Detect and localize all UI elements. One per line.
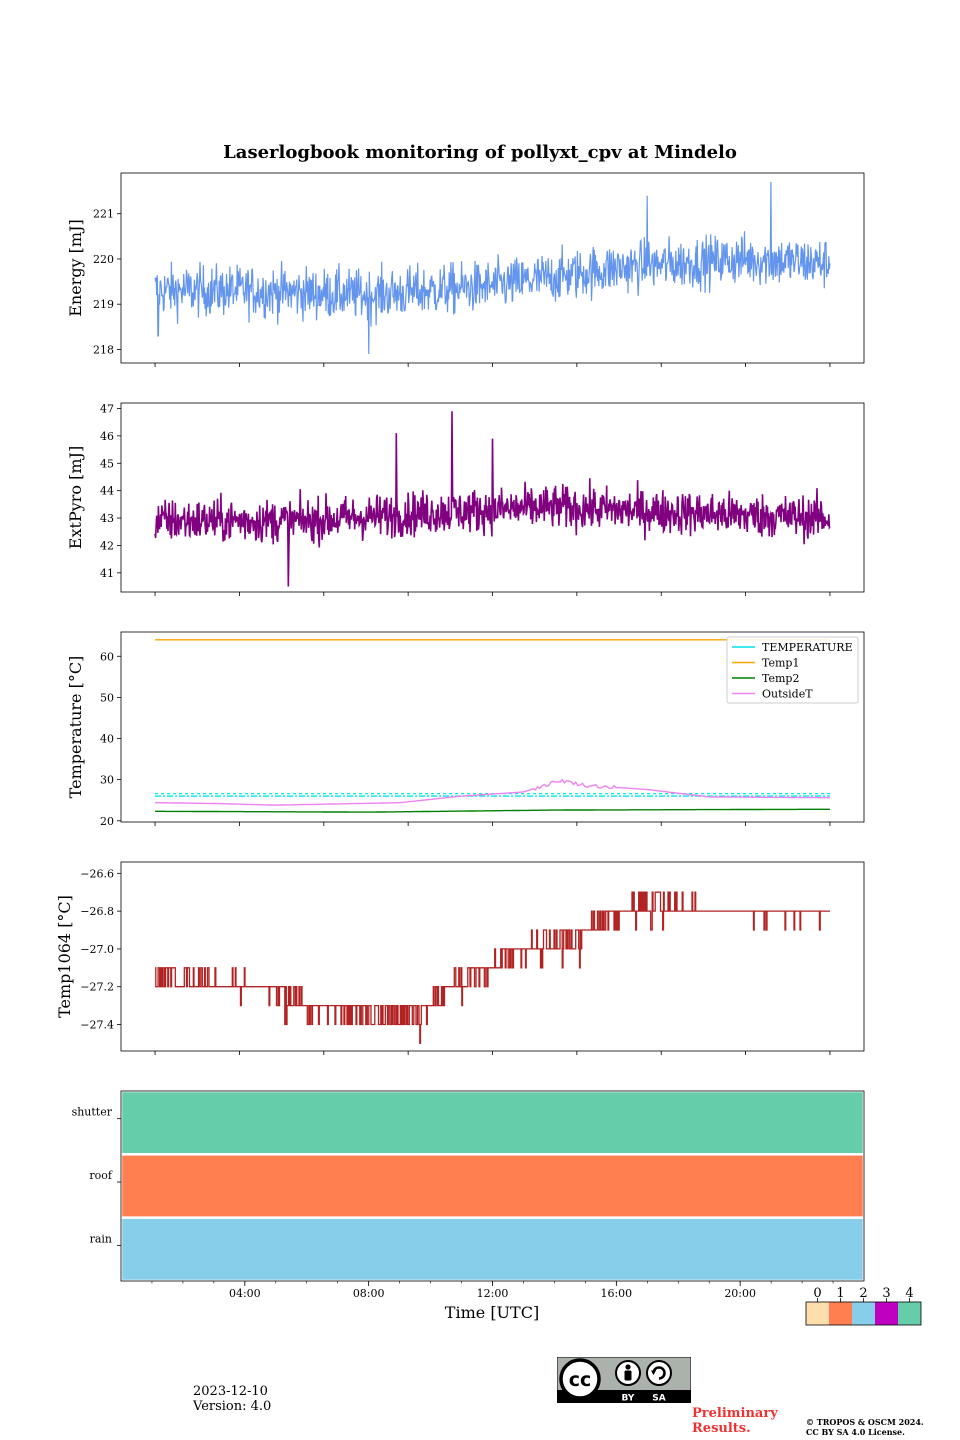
series-line-outsidet [155, 778, 830, 806]
colorbar-frame [805, 1301, 922, 1326]
legend-label-temperature: TEMPERATURE [762, 641, 853, 654]
panel-frame-3 [120, 861, 865, 1052]
y-tick-label-1: 43 [100, 512, 114, 525]
y-tick-label-3: −27.0 [80, 943, 114, 956]
y-tick-label-1: 41 [100, 567, 114, 580]
status-row-label-roof: roof [89, 1169, 113, 1182]
y-axis-label-1: ExtPyro [mJ] [66, 446, 85, 549]
x-tick-label: 12:00 [477, 1287, 509, 1300]
legend-label-temp1: Temp1 [762, 657, 799, 670]
y-tick-label-3: −27.2 [80, 981, 114, 994]
y-tick-label-1: 47 [100, 402, 114, 415]
svg-text:cc: cc [569, 1369, 592, 1391]
series-line-1 [154, 411, 831, 587]
footer-version: Version: 4.0 [193, 1399, 272, 1414]
colorbar-tick-label-0: 0 [813, 1286, 821, 1301]
colorbar-swatch-4 [898, 1302, 921, 1325]
legend-box [726, 636, 859, 704]
series-line-temp2 [155, 808, 830, 813]
y-tick-label-0: 218 [93, 343, 114, 356]
status-row-label-rain: rain [90, 1232, 112, 1245]
colorbar-tick-label-1: 1 [836, 1286, 844, 1301]
x-tick-label: 08:00 [353, 1287, 385, 1300]
legend-label-outsidet: OutsideT [762, 688, 813, 701]
y-tick-label-2: 50 [100, 691, 114, 704]
y-tick-label-0: 220 [93, 253, 114, 266]
colorbar-tick-label-4: 4 [905, 1286, 913, 1301]
status-row-label-shutter: shutter [72, 1106, 113, 1119]
colorbar-tick-label-2: 2 [859, 1286, 867, 1301]
y-tick-label-2: 60 [100, 650, 114, 663]
footer-date: 2023-12-10 [193, 1384, 268, 1399]
colorbar-swatch-3 [875, 1302, 898, 1325]
x-axis-label: Time [UTC] [445, 1303, 539, 1322]
y-tick-label-2: 30 [100, 774, 114, 787]
copyright-line-1: © TROPOS & OSCM 2024. [806, 1417, 924, 1427]
y-tick-label-3: −26.8 [80, 905, 114, 918]
series-line-temp1064 [155, 891, 830, 1045]
cc-by-sa-logo: cc BY SA [557, 1357, 691, 1403]
copyright-note: © TROPOS & OSCM 2024. CC BY SA 4.0 Licen… [806, 1417, 924, 1437]
preliminary-results-note: Preliminary Results. [692, 1406, 778, 1436]
y-axis-label-0: Energy [mJ] [66, 219, 85, 317]
legend-label-temp2: Temp2 [762, 672, 799, 685]
preliminary-line-1: Preliminary [692, 1406, 778, 1421]
colorbar-swatch-1 [829, 1302, 852, 1325]
status-row-shutter [119, 1089, 866, 1156]
y-tick-label-1: 45 [100, 457, 114, 470]
svg-text:SA: SA [652, 1394, 665, 1404]
status-row-roof [119, 1153, 866, 1219]
series-line-0 [154, 181, 831, 355]
y-tick-label-0: 219 [93, 298, 114, 311]
y-axis-label-3: Temp1064 [°C] [55, 895, 74, 1018]
x-tick-label: 16:00 [600, 1287, 632, 1300]
footer-date-version: 2023-12-10 Version: 4.0 [193, 1384, 271, 1414]
y-tick-label-0: 221 [93, 208, 114, 221]
panel-frame-0 [120, 172, 865, 364]
copyright-line-2: CC BY SA 4.0 License. [806, 1427, 905, 1437]
x-tick-label: 20:00 [724, 1287, 756, 1300]
y-axis-label-2: Temperature [°C] [66, 656, 85, 799]
chart-title: Laserlogbook monitoring of pollyxt_cpv a… [223, 142, 737, 163]
x-tick-label: 04:00 [229, 1287, 261, 1300]
y-tick-label-2: 40 [100, 733, 114, 746]
y-tick-label-1: 42 [100, 539, 114, 552]
colorbar-swatch-2 [852, 1302, 875, 1325]
y-tick-label-3: −27.4 [80, 1019, 114, 1032]
svg-text:BY: BY [622, 1394, 635, 1404]
colorbar-swatch-0 [806, 1302, 829, 1325]
colorbar-tick-label-3: 3 [882, 1286, 890, 1301]
status-row-rain [119, 1216, 866, 1283]
preliminary-line-2: Results. [692, 1421, 751, 1436]
y-tick-label-1: 44 [100, 485, 114, 498]
y-tick-label-1: 46 [100, 430, 114, 443]
y-tick-label-2: 20 [100, 815, 114, 828]
y-tick-label-3: −26.6 [80, 867, 114, 880]
